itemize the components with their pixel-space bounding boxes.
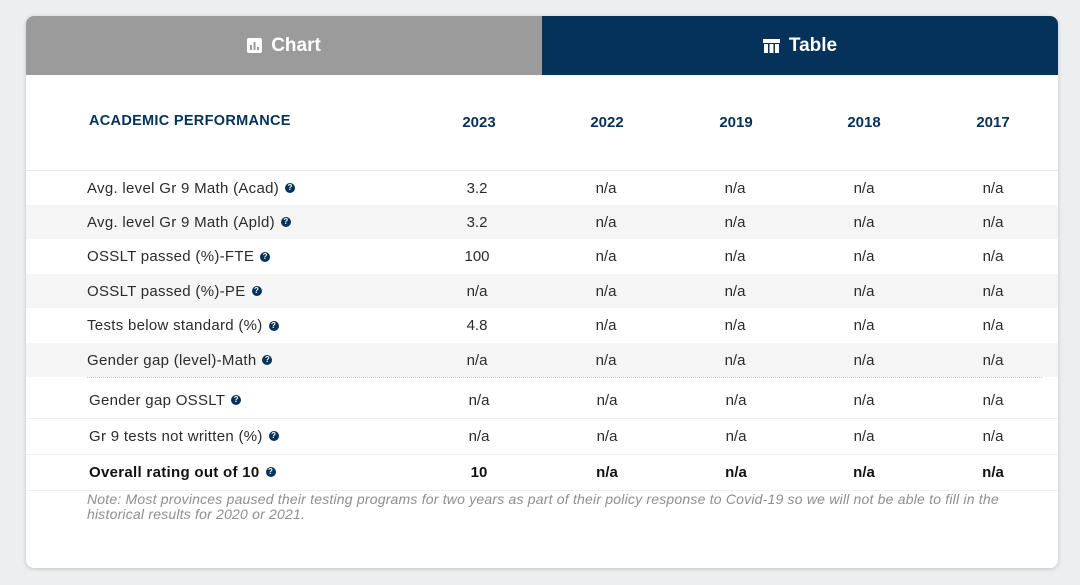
tab-chart[interactable]: Chart bbox=[26, 16, 542, 75]
row-label: Gender gap OSSLT bbox=[89, 391, 226, 409]
table-row: OSSLT passed (%)-PE? n/a n/a n/a n/a n/a bbox=[26, 274, 1058, 308]
tab-chart-label: Chart bbox=[271, 34, 321, 56]
table-cell: n/a bbox=[596, 463, 618, 481]
help-icon[interactable]: ? bbox=[260, 251, 271, 262]
table-cell: 10 bbox=[470, 463, 488, 481]
table-cell: n/a bbox=[595, 282, 617, 300]
year-header: 2018 bbox=[847, 114, 881, 131]
table-row: Gender gap (level)-Math? n/a n/a n/a n/a… bbox=[26, 343, 1058, 377]
help-icon[interactable]: ? bbox=[231, 395, 242, 405]
table-icon bbox=[762, 38, 780, 53]
table-cell: n/a bbox=[982, 427, 1004, 445]
table-cell: n/a bbox=[982, 282, 1004, 300]
tab-table[interactable]: Table bbox=[542, 16, 1058, 75]
help-icon[interactable]: ? bbox=[268, 431, 279, 441]
tab-table-label: Table bbox=[788, 34, 838, 56]
table-cell: n/a bbox=[724, 248, 746, 265]
table-cell: n/a bbox=[853, 463, 875, 481]
table-cell: n/a bbox=[466, 282, 488, 300]
table-cell: n/a bbox=[725, 427, 747, 445]
help-icon[interactable]: ? bbox=[280, 217, 291, 227]
table-cell: n/a bbox=[853, 213, 875, 231]
year-header: 2019 bbox=[719, 114, 753, 131]
table-cell: n/a bbox=[982, 463, 1004, 481]
table-row-overall: Overall rating out of 10? 10 n/a n/a n/a… bbox=[26, 454, 1058, 491]
table-cell: n/a bbox=[596, 391, 618, 409]
table-cell: n/a bbox=[724, 317, 746, 334]
section-divider bbox=[87, 377, 1042, 378]
table-row: OSSLT passed (%)-FTE? 100 n/a n/a n/a n/… bbox=[26, 239, 1058, 274]
help-icon[interactable]: ? bbox=[251, 286, 262, 296]
year-header: 2017 bbox=[976, 114, 1010, 131]
table-row: Gender gap OSSLT? n/a n/a n/a n/a n/a bbox=[26, 382, 1058, 419]
table-cell: n/a bbox=[853, 391, 875, 409]
table-title: ACADEMIC PERFORMANCE bbox=[89, 113, 291, 129]
table-cell: n/a bbox=[982, 391, 1004, 409]
table-cell: n/a bbox=[853, 317, 875, 334]
view-tabs: Chart Table bbox=[26, 16, 1058, 75]
table-cell: n/a bbox=[982, 351, 1004, 369]
table-cell: n/a bbox=[596, 427, 618, 445]
table-cell: n/a bbox=[595, 248, 617, 265]
table-cell: 3.2 bbox=[466, 213, 488, 231]
table-cell: n/a bbox=[724, 282, 746, 300]
table-row: Gr 9 tests not written (%)? n/a n/a n/a … bbox=[26, 418, 1058, 455]
table-row: Avg. level Gr 9 Math (Apld)? 3.2 n/a n/a… bbox=[26, 205, 1058, 239]
year-header: 2022 bbox=[590, 114, 624, 131]
row-label: OSSLT passed (%)-FTE bbox=[87, 248, 255, 265]
table-cell: n/a bbox=[982, 248, 1004, 265]
table-cell: n/a bbox=[853, 179, 875, 197]
table-cell: n/a bbox=[595, 179, 617, 197]
year-header: 2023 bbox=[462, 114, 496, 131]
row-label: Avg. level Gr 9 Math (Acad) bbox=[87, 179, 280, 197]
academic-performance-card: Chart Table ACADEMIC PERFORMANCE 2023 20… bbox=[26, 16, 1058, 568]
table-cell: n/a bbox=[853, 248, 875, 265]
row-label: Gr 9 tests not written (%) bbox=[89, 427, 263, 445]
table-cell: n/a bbox=[982, 317, 1004, 334]
bar-chart-icon bbox=[247, 38, 263, 53]
table-cell: n/a bbox=[468, 391, 490, 409]
help-icon[interactable]: ? bbox=[285, 183, 296, 193]
table-cell: n/a bbox=[725, 391, 747, 409]
help-icon[interactable]: ? bbox=[265, 467, 276, 477]
table-cell: n/a bbox=[853, 282, 875, 300]
row-label: Avg. level Gr 9 Math (Apld) bbox=[87, 213, 275, 231]
table-cell: n/a bbox=[595, 351, 617, 369]
table-cell: 4.8 bbox=[466, 317, 488, 334]
row-label: Gender gap (level)-Math bbox=[87, 351, 257, 369]
table-cell: n/a bbox=[982, 179, 1004, 197]
help-icon[interactable]: ? bbox=[262, 355, 273, 365]
table-cell: n/a bbox=[595, 213, 617, 231]
footnote: Note: Most provinces paused their testin… bbox=[87, 491, 999, 522]
table-cell: n/a bbox=[853, 351, 875, 369]
table-cell: n/a bbox=[724, 179, 746, 197]
table-cell: n/a bbox=[724, 351, 746, 369]
row-label: Tests below standard (%) bbox=[87, 317, 263, 334]
row-label: OSSLT passed (%)-PE bbox=[87, 282, 246, 300]
row-label: Overall rating out of 10 bbox=[89, 463, 260, 481]
help-icon[interactable]: ? bbox=[268, 320, 279, 331]
table-cell: n/a bbox=[724, 213, 746, 231]
table-cell: 3.2 bbox=[466, 179, 488, 197]
table-cell: 100 bbox=[464, 248, 490, 265]
table-cell: n/a bbox=[466, 351, 488, 369]
table-row: Tests below standard (%)? 4.8 n/a n/a n/… bbox=[26, 308, 1058, 343]
table-cell: n/a bbox=[468, 427, 490, 445]
table-cell: n/a bbox=[725, 463, 747, 481]
table-header: ACADEMIC PERFORMANCE 2023 2022 2019 2018… bbox=[26, 76, 1058, 171]
table-cell: n/a bbox=[982, 213, 1004, 231]
table-cell: n/a bbox=[853, 427, 875, 445]
table-row: Avg. level Gr 9 Math (Acad)? 3.2 n/a n/a… bbox=[26, 171, 1058, 205]
table-cell: n/a bbox=[595, 317, 617, 334]
